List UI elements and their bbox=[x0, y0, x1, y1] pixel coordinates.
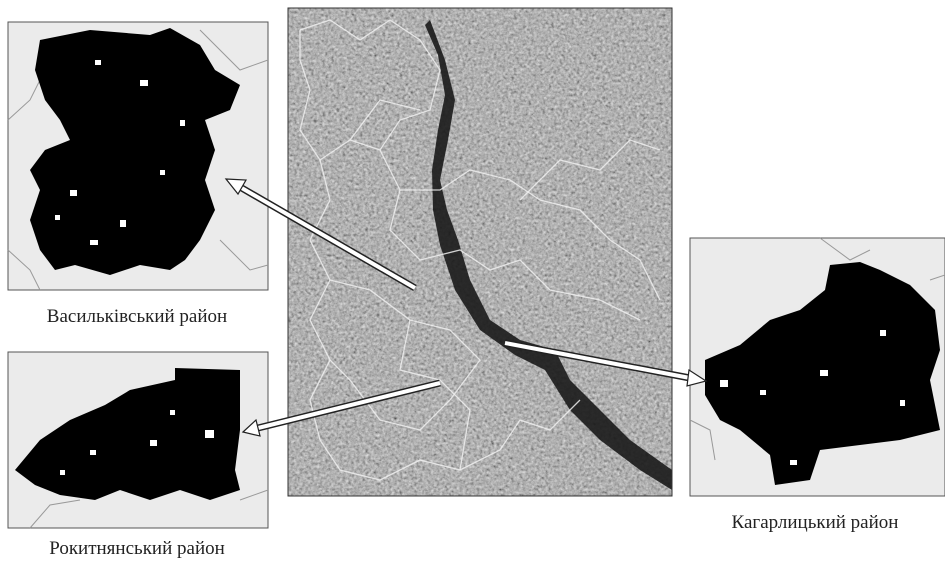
satellite-image bbox=[288, 8, 672, 496]
label-kaharlyk: Кагарлицький район bbox=[732, 512, 899, 533]
panel-vasylkiv bbox=[8, 22, 268, 290]
panel-rokytne bbox=[8, 352, 268, 528]
label-rokytne: Рокитнянський район bbox=[49, 538, 225, 559]
label-vasylkiv: Васильківський район bbox=[47, 306, 227, 327]
figure: Васильківський район Рокитнянський район… bbox=[0, 0, 945, 563]
panel-kaharlyk bbox=[690, 238, 945, 496]
